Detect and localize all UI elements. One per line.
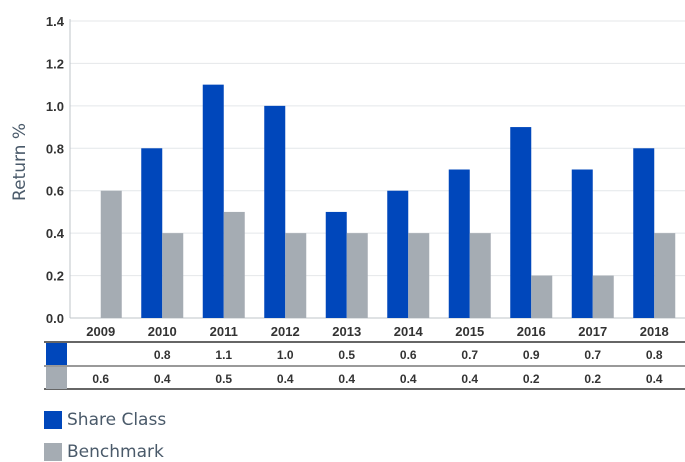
table-cell: 0.4 xyxy=(338,372,355,386)
bar-share-class xyxy=(633,148,655,318)
table-cell: 0.4 xyxy=(646,372,663,386)
table-cell: 0.4 xyxy=(461,372,478,386)
bar-share-class xyxy=(510,127,532,318)
y-axis-label: Return % xyxy=(10,123,30,201)
bar-share-class xyxy=(141,148,163,318)
legend-swatch-share-class xyxy=(44,411,62,429)
legend-label-share-class: Share Class xyxy=(67,410,167,430)
table-cell: 0.2 xyxy=(584,372,601,386)
bar-benchmark xyxy=(162,233,184,318)
x-tick-label: 2009 xyxy=(86,324,115,339)
legend-label-benchmark: Benchmark xyxy=(67,442,164,462)
x-tick-label: 2013 xyxy=(332,324,361,339)
table-cell: 0.7 xyxy=(461,348,478,362)
bar-benchmark xyxy=(346,233,368,318)
bar-chart: 0.00.20.40.60.81.01.21.4 Return % 2009 20… xyxy=(10,14,685,390)
legend-item-share-class[interactable]: Share Class xyxy=(44,410,166,430)
bar-share-class xyxy=(264,105,286,318)
bar-benchmark xyxy=(592,275,614,318)
table-cell: 0.4 xyxy=(277,372,294,386)
x-tick-label: 2015 xyxy=(455,324,484,339)
y-tick-label: 0.2 xyxy=(46,269,64,284)
bar-share-class xyxy=(325,211,347,318)
legend-swatch-benchmark xyxy=(44,443,62,461)
bar-share-class xyxy=(202,84,224,319)
table-swatch-share-class xyxy=(46,343,67,365)
bar-benchmark xyxy=(654,233,676,318)
y-tick-label: 0.8 xyxy=(46,141,64,156)
x-tick-label: 2011 xyxy=(210,324,238,339)
bar-benchmark xyxy=(285,233,307,318)
y-tick-label: 0.6 xyxy=(46,184,64,199)
y-tick-label: 0.0 xyxy=(46,311,64,326)
table-cell: 0.4 xyxy=(400,372,417,386)
table-cell: 0.5 xyxy=(215,372,232,386)
table-cell: 0.9 xyxy=(523,348,540,362)
data-table: 0.8 1.1 1.0 0.5 0.6 0.7 0.9 0.7 0.8 0.6 0.4 0.5 0.4 0… xyxy=(44,341,685,390)
table-cell: 0.6 xyxy=(92,372,109,386)
y-tick-label: 0.4 xyxy=(46,226,65,241)
y-tick-label: 1.0 xyxy=(46,99,64,114)
bar-benchmark xyxy=(408,233,430,318)
x-tick-labels: 2009 2010 2011 2012 2013 2014 2015 2016 2017 2018 xyxy=(86,324,668,339)
x-tick-label: 2010 xyxy=(148,324,177,339)
x-tick-label: 2014 xyxy=(394,324,424,339)
bar-benchmark xyxy=(531,275,553,318)
bar-benchmark xyxy=(469,233,491,318)
bars xyxy=(100,84,676,319)
table-cell: 1.0 xyxy=(277,348,294,362)
x-tick-label: 2012 xyxy=(271,324,300,339)
bar-benchmark xyxy=(100,190,122,318)
table-cell: 0.5 xyxy=(338,348,355,362)
table-cell: 0.4 xyxy=(154,372,171,386)
bar-benchmark xyxy=(223,211,245,318)
table-swatch-benchmark xyxy=(46,367,67,389)
y-tick-label: 1.4 xyxy=(46,14,65,29)
x-tick-label: 2017 xyxy=(578,324,607,339)
y-tick-labels: 0.0 0.2 0.4 0.6 0.8 1.0 1.2 1.4 xyxy=(46,14,65,326)
table-cell: 0.6 xyxy=(400,348,417,362)
table-cell: 0.2 xyxy=(523,372,540,386)
y-tick-label: 1.2 xyxy=(46,56,64,71)
x-tick-label: 2018 xyxy=(640,324,669,339)
bar-share-class xyxy=(387,190,409,318)
table-cell: 1.1 xyxy=(215,348,232,362)
table-cell: 0.8 xyxy=(154,348,171,362)
bar-share-class xyxy=(448,169,470,318)
x-tick-label: 2016 xyxy=(517,324,546,339)
legend-item-benchmark[interactable]: Benchmark xyxy=(44,442,164,462)
bar-share-class xyxy=(571,169,593,318)
table-cell: 0.7 xyxy=(584,348,601,362)
table-cell: 0.8 xyxy=(646,348,663,362)
